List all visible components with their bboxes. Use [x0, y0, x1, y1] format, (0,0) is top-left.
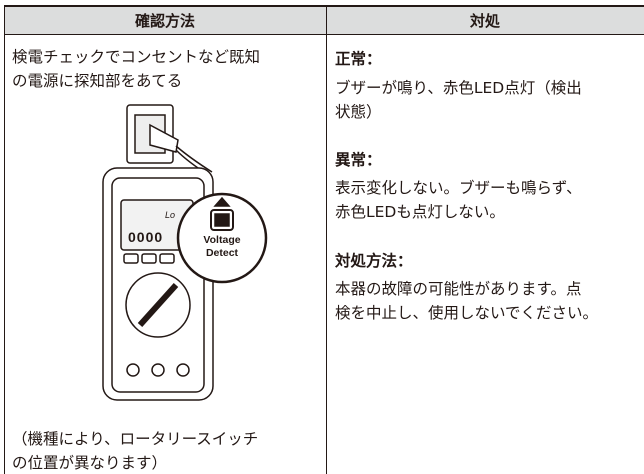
header-cell: 確認方法 — [4, 5, 326, 35]
callout: Voltage Detect — [176, 192, 268, 284]
heading: 正常： — [335, 50, 382, 68]
heading: 対処方法： — [335, 252, 413, 270]
button-label: Detect — [206, 247, 239, 259]
text-line: 表示変化しない。ブザーも鳴らず、 — [335, 179, 582, 197]
display-mode: Lo — [165, 210, 175, 220]
header-cell: 対処 — [326, 5, 644, 35]
border — [4, 5, 5, 474]
display-digits: 0000 — [128, 229, 163, 245]
border — [326, 5, 327, 474]
text-line: ブザーが鳴り、赤色LED点灯（検出 — [335, 79, 582, 97]
button-label: Voltage — [203, 234, 240, 246]
outlet-plug — [126, 104, 213, 177]
text-line: 本器の故障の可能性があります。点 — [335, 280, 582, 298]
text-line: の電源に探知部をあてる — [12, 72, 183, 90]
text-line: 検を中止し、使用しないでください。 — [335, 304, 599, 322]
illustration: Lo 0000 Voltage Detect — [102, 104, 268, 401]
text-line: 検電チェックでコンセントなど既知 — [12, 48, 261, 66]
text-line: 状態） — [335, 103, 382, 121]
note-line: （機種により、ロータリースイッチ — [12, 430, 259, 448]
text-line: 赤色LEDも点灯しない。 — [335, 203, 505, 221]
note-line: の位置が異なります） — [12, 454, 168, 472]
heading: 異常： — [335, 151, 382, 169]
